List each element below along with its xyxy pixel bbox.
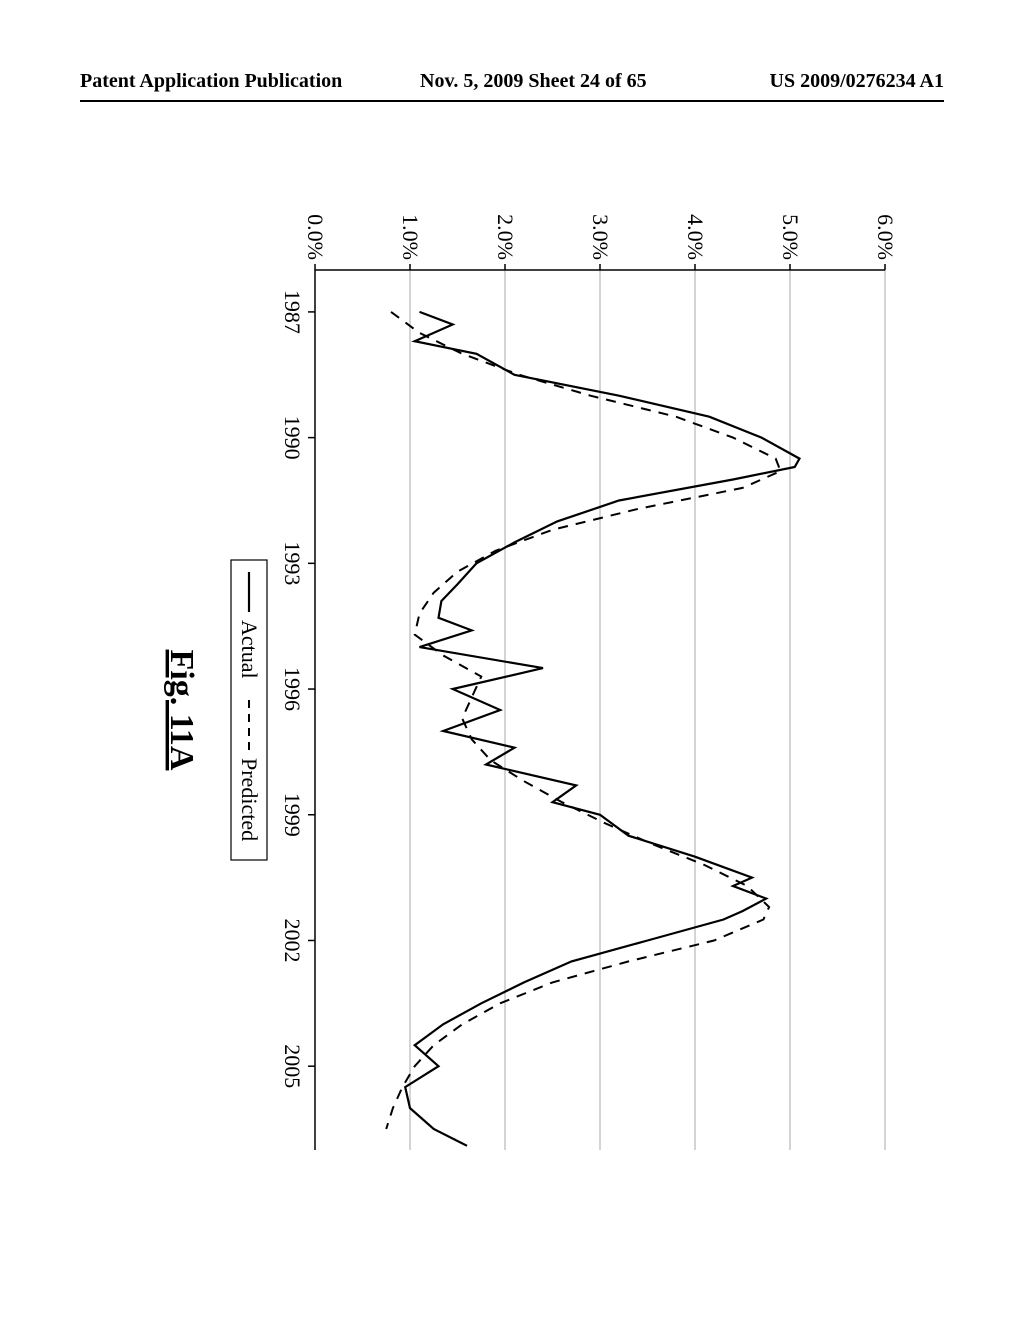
x-tick-label: 1987 — [280, 290, 305, 334]
line-chart: 0.0% 1.0% 2.0% 3.0% 4.0% 5.0% 6.0% 1987 1990 1993… — [145, 190, 905, 1170]
actual-series — [405, 312, 799, 1146]
header-right: US 2009/0276234 A1 — [770, 70, 944, 93]
y-tick-label: 1.0% — [398, 214, 423, 260]
x-tick-label: 1993 — [280, 541, 305, 585]
page-header: Patent Application Publication Nov. 5, 2… — [80, 70, 944, 93]
figure-rotated-container: 0.0%1.0%2.0%3.0%4.0%5.0%6.0%198719901993… — [35, 300, 1015, 1060]
y-tick-label: 0.0% — [303, 214, 328, 260]
x-tick-label: 2005 — [280, 1044, 305, 1088]
figure-caption: Fig. 11A — [163, 650, 200, 771]
legend-predicted-label: Predicted — [237, 758, 262, 841]
y-tick-label: 4.0% — [683, 214, 708, 260]
legend-actual-label: Actual — [237, 620, 262, 679]
patent-page: Patent Application Publication Nov. 5, 2… — [0, 0, 1024, 1320]
x-tick-label: 1999 — [280, 793, 305, 837]
y-tick-label: 5.0% — [778, 214, 803, 260]
x-tick-label: 2002 — [280, 918, 305, 962]
header-center: Nov. 5, 2009 Sheet 24 of 65 — [420, 70, 647, 93]
y-tick-label: 3.0% — [588, 214, 613, 260]
header-rule — [80, 100, 944, 102]
y-tick-label: 6.0% — [873, 214, 898, 260]
predicted-series — [386, 312, 780, 1129]
x-tick-label: 1996 — [280, 667, 305, 711]
header-left: Patent Application Publication — [80, 70, 342, 93]
figure-inner: 0.0% 1.0% 2.0% 3.0% 4.0% 5.0% 6.0% 1987 1990 1993… — [145, 190, 905, 1170]
y-tick-label: 2.0% — [493, 214, 518, 260]
x-tick-label: 1990 — [280, 416, 305, 460]
